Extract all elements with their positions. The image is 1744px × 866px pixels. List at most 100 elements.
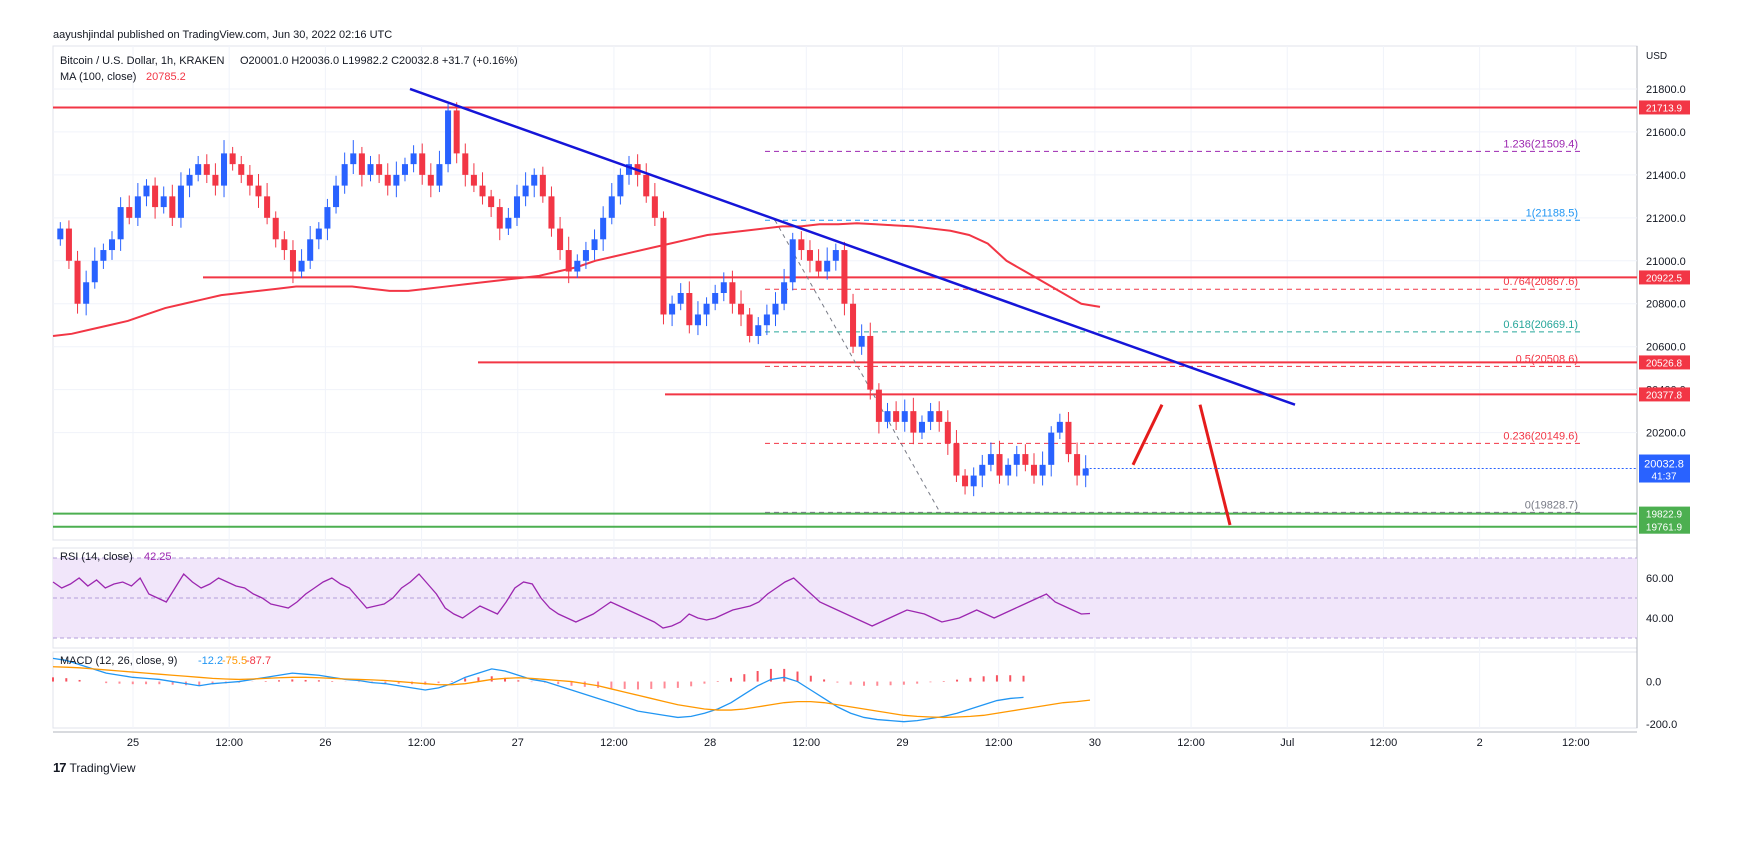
macd-tick-label: 0.0: [1646, 677, 1661, 689]
time-tick-label: 12:00: [793, 737, 821, 749]
time-tick-label: 12:00: [600, 737, 628, 749]
candle-body: [806, 250, 813, 261]
fib-level-label: 1(21188.5): [1526, 207, 1578, 219]
candle-body: [557, 228, 564, 251]
price-tick-label: 21000.0: [1646, 256, 1686, 268]
macd-pane: [52, 657, 1091, 723]
candle-body: [272, 217, 279, 240]
candle-body: [738, 303, 745, 315]
candle-body: [763, 314, 770, 326]
fib-level-label: 0.618(20669.1): [1503, 319, 1578, 331]
price-tick-label: 20600.0: [1646, 342, 1686, 354]
candle-body: [333, 185, 340, 208]
candle-body: [531, 174, 538, 186]
candle-body: [953, 443, 960, 476]
candle-body: [548, 196, 555, 229]
candle-body: [720, 282, 727, 293]
candle-body: [126, 207, 133, 218]
candle-body: [798, 239, 805, 251]
level-price-tag-text: 20922.5: [1646, 273, 1683, 284]
candle-body: [91, 260, 98, 283]
candle-body: [789, 239, 796, 283]
axes: 25 12:00 26 12:00 27 12:00 28 12:00 29 12:00 30 12:…: [53, 51, 1686, 749]
time-tick-label: 12:00: [408, 737, 436, 749]
candle-body: [212, 174, 219, 186]
candle-body: [901, 411, 908, 422]
candle-body: [944, 421, 951, 444]
symbol-legend: Bitcoin / U.S. Dollar, 1h, KRAKEN: [60, 55, 225, 67]
candle-body: [608, 196, 615, 218]
rsi-line: [52, 572, 1091, 629]
candle-body: [229, 153, 236, 165]
candle-body: [255, 185, 262, 197]
candle-body: [987, 454, 994, 465]
candle-body: [470, 174, 477, 186]
candle-body: [841, 250, 848, 304]
rsi-tick-label: 40.00: [1646, 613, 1674, 625]
candle-body: [496, 207, 503, 229]
time-tick-label: 26: [319, 737, 331, 749]
ohlc-legend: O20001.0 H20036.0 L19982.2 C20032.8 +31.…: [240, 55, 518, 67]
candle-body: [307, 239, 314, 261]
candle-body: [927, 411, 934, 422]
candle-body: [669, 303, 676, 315]
candle-body: [582, 250, 589, 261]
candle-body: [1048, 432, 1055, 465]
candle-body: [875, 389, 882, 422]
candle-body: [703, 303, 710, 315]
candle-body: [488, 196, 495, 208]
candle-body: [600, 217, 607, 240]
fib-level-label: 0.764(20867.6): [1503, 276, 1578, 288]
candle-body: [65, 228, 72, 261]
candle-body: [367, 164, 374, 175]
price-tick-label: 20800.0: [1646, 299, 1686, 311]
candle-body: [479, 185, 486, 197]
tradingview-logo-text: TradingView: [69, 760, 136, 775]
trendline: [409, 87, 1296, 406]
candle-body: [694, 314, 701, 326]
candle-body: [824, 260, 831, 272]
candle-body: [177, 185, 184, 218]
candle-body: [186, 174, 193, 186]
candle-body: [1082, 468, 1089, 476]
signal-line: [52, 666, 1091, 719]
candle-body: [910, 411, 917, 433]
candle-body: [858, 335, 865, 347]
candle-body: [893, 411, 900, 422]
level-price-tag: [1639, 387, 1690, 402]
candle-body: [643, 174, 650, 197]
pane-frame: [52, 651, 1638, 729]
candle-body: [772, 303, 779, 315]
candle-body: [1030, 464, 1038, 476]
candle-body: [996, 454, 1003, 476]
candle-body: [57, 228, 64, 240]
rsi-line: [52, 572, 1091, 629]
candle-body: [970, 475, 977, 487]
time-tick-label: 28: [704, 737, 716, 749]
time-tick-label: Jul: [1280, 737, 1294, 749]
level-price-tag-text: 20377.8: [1646, 390, 1683, 401]
candle-body: [651, 196, 658, 218]
macd-legend-value-2: -75.5: [222, 655, 247, 667]
time-tick-label: 30: [1089, 737, 1101, 749]
candle-body: [815, 260, 822, 272]
macd-legend-value-3: -87.7: [246, 655, 271, 667]
candle-body: [1013, 454, 1020, 465]
candle-body: [350, 153, 357, 165]
candle-body: [238, 164, 245, 175]
candle-body: [341, 164, 348, 186]
candle-body: [117, 207, 124, 240]
last-price-tag: [1639, 454, 1690, 483]
candle-body: [505, 217, 512, 229]
level-price-tag: [1639, 270, 1690, 285]
price-tick-label: 20200.0: [1646, 428, 1686, 440]
candle-body: [1039, 464, 1046, 476]
candle-body: [979, 464, 986, 476]
tradingview-logo[interactable]: 17 TradingView: [53, 760, 136, 775]
candle-body: [264, 196, 271, 218]
rsi-band: [53, 557, 1637, 639]
candle-body: [755, 325, 762, 336]
candle-body: [436, 164, 443, 186]
currency-label: USD: [1646, 51, 1667, 62]
